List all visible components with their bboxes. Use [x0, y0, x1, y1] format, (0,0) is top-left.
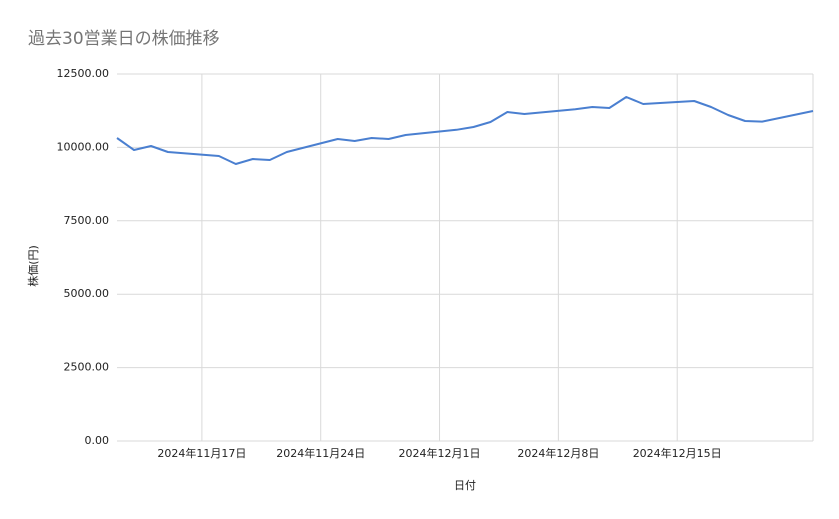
- x-tick-label: 2024年12月15日: [633, 446, 722, 460]
- x-tick-label: 2024年12月1日: [399, 446, 481, 460]
- y-tick-label: 7500.00: [64, 214, 110, 227]
- line-series: [116, 96, 814, 165]
- x-tick-label: 2024年11月24日: [276, 446, 365, 460]
- x-axis-title: 日付: [454, 479, 476, 492]
- x-tick-label: 2024年11月17日: [157, 446, 246, 460]
- y-tick-label: 12500.00: [57, 67, 110, 80]
- y-tick-label: 2500.00: [64, 361, 110, 374]
- x-tick-label: 2024年12月8日: [517, 446, 599, 460]
- y-tick-label: 10000.00: [57, 140, 110, 153]
- chart-title: 過去30営業日の株価推移: [28, 29, 220, 49]
- y-tick-label: 0.00: [85, 434, 110, 447]
- y-tick-label: 5000.00: [64, 287, 110, 300]
- y-axis-title: 株価(円): [26, 245, 40, 287]
